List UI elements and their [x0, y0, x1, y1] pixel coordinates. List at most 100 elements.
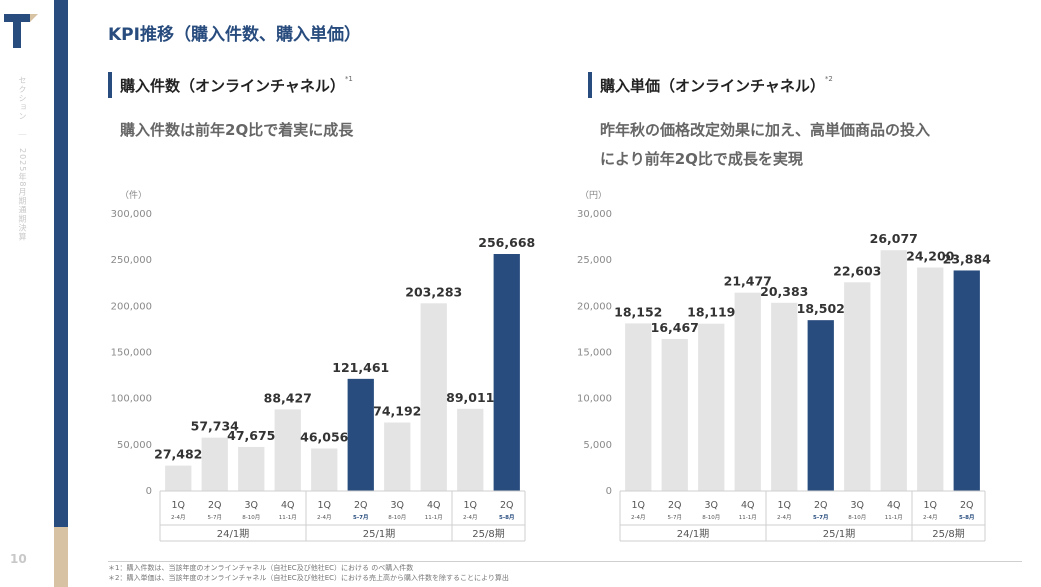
y-tick-label: 25,000: [577, 255, 612, 266]
period-label: 25/1期: [823, 528, 855, 540]
x-tick-label: 4Q: [887, 500, 901, 511]
x-tick-label: 2Q: [668, 500, 682, 511]
section-title-right: 購入単価（オンラインチャネル）*2: [600, 75, 833, 96]
bar: [457, 408, 484, 491]
x-tick-label: 2Q: [814, 500, 828, 511]
data-label: 121,461: [332, 360, 389, 375]
x-month-label: 11-1月: [279, 514, 297, 521]
data-label: 24,200: [906, 249, 955, 264]
x-month-label: 2-4月: [777, 514, 791, 521]
section-title-left: 購入件数（オンラインチャネル）*1: [120, 75, 353, 96]
x-tick-label: 3Q: [850, 500, 864, 511]
bar: [844, 282, 871, 491]
x-month-label: 2-4月: [923, 514, 937, 521]
x-tick-label: 1Q: [777, 500, 791, 511]
section-marker: [108, 72, 112, 98]
y-unit-label: （件）: [120, 189, 147, 201]
x-month-label: 11-1月: [885, 514, 903, 521]
data-label: 21,477: [724, 274, 772, 289]
y-tick-label: 0: [606, 486, 612, 497]
bar: [807, 320, 834, 491]
x-month-label: 2-4月: [317, 514, 331, 521]
bar: [953, 270, 980, 491]
bar: [734, 292, 761, 491]
data-label: 26,077: [870, 231, 918, 246]
footnote-ref: *1: [344, 75, 353, 83]
x-tick-label: 2Q: [500, 500, 514, 511]
x-month-label: 11-1月: [739, 514, 757, 521]
bar: [384, 422, 411, 491]
x-month-label: 2-4月: [171, 514, 185, 521]
x-month-label: 5-8月: [499, 513, 514, 521]
bar: [347, 378, 374, 491]
data-label: 57,734: [191, 419, 240, 434]
x-tick-label: 1Q: [171, 500, 185, 511]
x-month-label: 8-10月: [848, 514, 866, 521]
data-label: 16,467: [651, 320, 699, 335]
footnotes: ＊1：購入件数は、当該年度のオンラインチャネル（自社EC及び他社EC）における …: [108, 563, 509, 583]
section-marker: [588, 72, 592, 98]
x-tick-label: 3Q: [704, 500, 718, 511]
x-month-label: 8-10月: [242, 514, 260, 521]
data-label: 256,668: [478, 235, 535, 250]
x-month-label: 8-10月: [388, 514, 406, 521]
subtitle-line: により前年2Q比で成長を実現: [600, 150, 803, 168]
bar: [625, 323, 652, 491]
footnote-divider: [108, 561, 1022, 562]
y-tick-label: 250,000: [111, 255, 152, 266]
page-number: 10: [10, 552, 27, 566]
y-tick-label: 150,000: [111, 348, 152, 359]
page-title: KPI推移（購入件数、購入単価）: [108, 25, 361, 45]
period-label: 24/1期: [217, 528, 249, 540]
x-tick-label: 2Q: [960, 500, 974, 511]
data-label: 27,482: [154, 447, 202, 462]
data-label: 18,152: [614, 304, 662, 319]
bar: [698, 323, 725, 491]
x-tick-label: 4Q: [741, 500, 755, 511]
data-label: 18,119: [687, 305, 735, 320]
y-tick-label: 10,000: [577, 394, 612, 405]
data-label: 203,283: [405, 284, 462, 299]
period-label: 25/8期: [472, 528, 504, 540]
y-tick-label: 15,000: [577, 348, 612, 359]
footnote-ref: *2: [824, 75, 833, 83]
bar: [201, 437, 228, 491]
bar: [165, 465, 192, 491]
data-label: 47,675: [227, 428, 275, 443]
period-label: 24/1期: [677, 528, 709, 540]
bar: [493, 254, 520, 491]
x-tick-label: 4Q: [427, 500, 441, 511]
section-title-text: 購入単価（オンラインチャネル）: [600, 77, 825, 95]
section-vertical-label: セクション ｜ 2025年8月期通期決算: [18, 76, 27, 242]
y-tick-label: 300,000: [111, 209, 152, 220]
purchase-count-chart: （件） 0 50,000 100,000 150,000 200,000 250,000 30…: [111, 189, 535, 542]
x-month-label: 5-7月: [813, 513, 828, 521]
bar: [661, 338, 688, 491]
bar: [274, 409, 301, 491]
x-month-label: 5-7月: [353, 513, 368, 521]
y-tick-label: 100,000: [111, 394, 152, 405]
data-label: 74,192: [373, 403, 421, 418]
company-logo: [4, 14, 38, 48]
data-label: 20,383: [760, 284, 808, 299]
x-month-label: 2-4月: [463, 514, 477, 521]
period-label: 25/8期: [932, 528, 964, 540]
purchase-price-chart: （円） 0 5,000 10,000 15,000 20,000 25,000 30,000 1…: [577, 190, 992, 542]
subtitle-line: 購入件数は前年2Q比で着実に成長: [120, 121, 354, 139]
x-tick-label: 3Q: [390, 500, 404, 511]
x-tick-label: 2Q: [354, 500, 368, 511]
data-label: 23,884: [943, 251, 992, 266]
y-tick-label: 20,000: [577, 301, 612, 312]
bar: [771, 302, 798, 491]
x-month-label: 5-7月: [208, 514, 222, 521]
x-tick-label: 2Q: [208, 500, 222, 511]
x-month-label: 2-4月: [631, 514, 645, 521]
x-tick-label: 1Q: [317, 500, 331, 511]
data-label: 89,011: [446, 390, 494, 405]
bar: [311, 448, 338, 491]
data-label: 18,502: [797, 301, 845, 316]
rail-stripe-tan: [54, 527, 68, 587]
data-label: 22,603: [833, 263, 881, 278]
x-month-label: 5-7月: [668, 514, 682, 521]
bar: [238, 446, 265, 491]
